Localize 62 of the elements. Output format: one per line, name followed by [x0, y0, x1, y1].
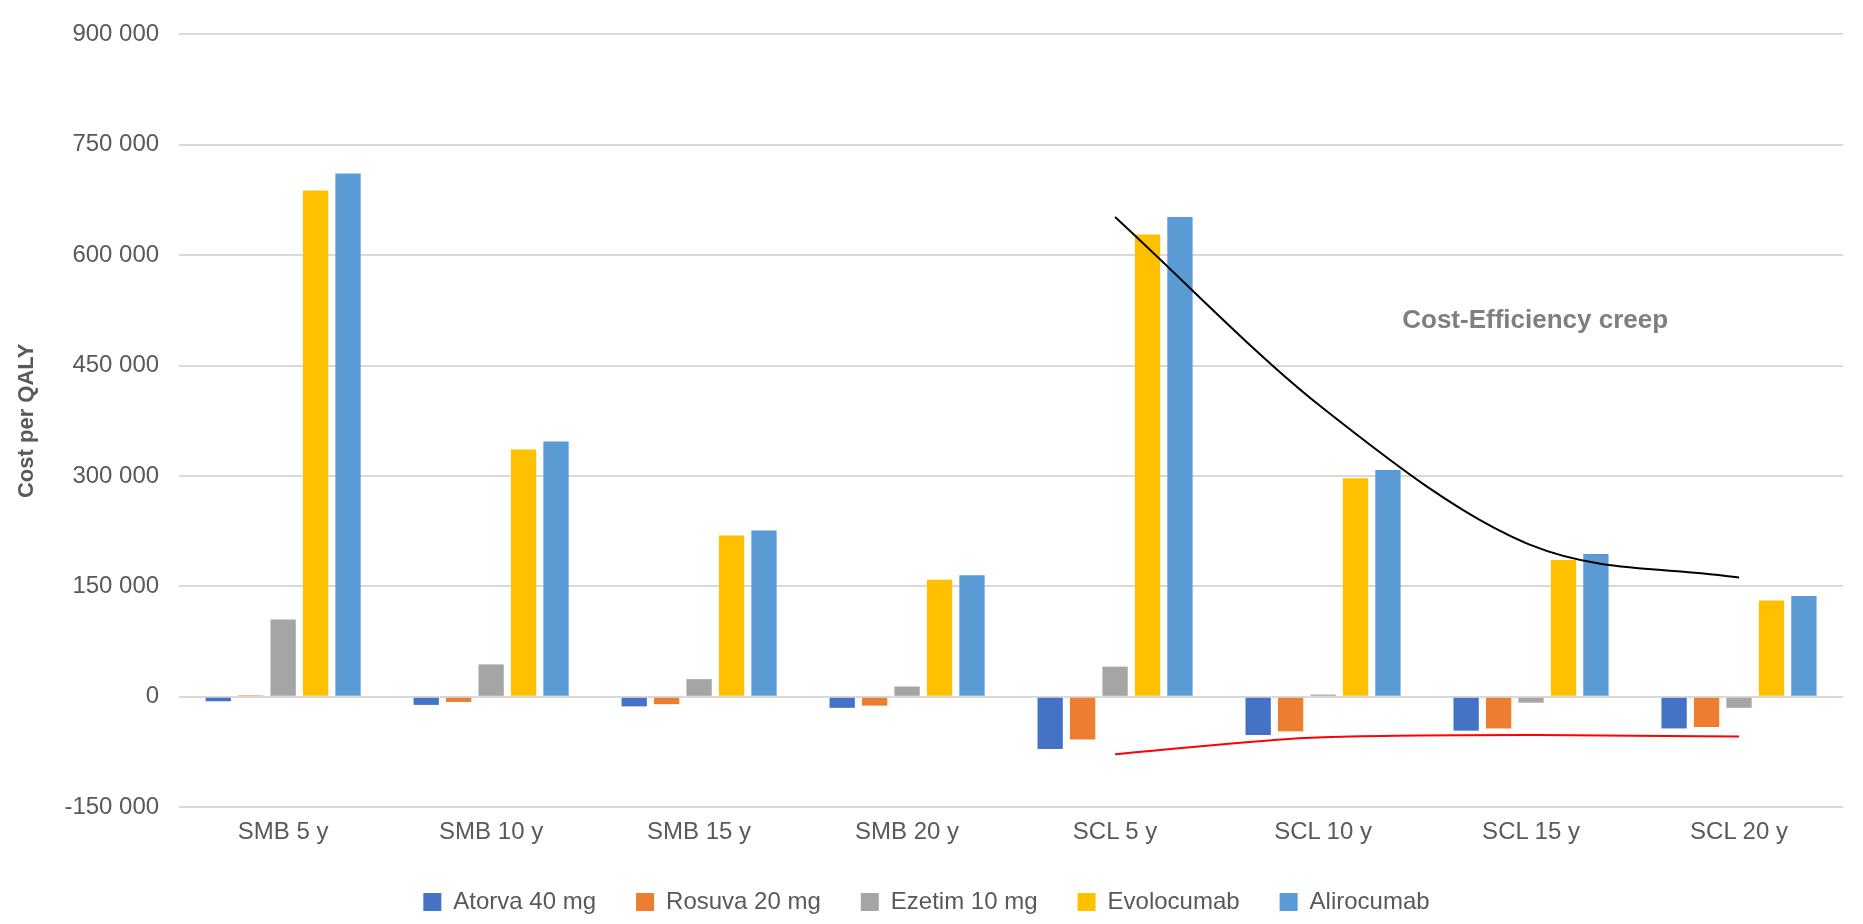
y-tick-label: 300 000 — [72, 460, 160, 488]
bar — [829, 697, 855, 708]
bar — [894, 686, 920, 696]
bar — [543, 441, 569, 696]
y-tick-label: 750 000 — [72, 129, 160, 157]
bar — [335, 173, 361, 696]
x-tick-label: SCL 15 y — [1482, 817, 1580, 845]
bar — [1550, 559, 1577, 696]
x-tick-label: SMB 15 y — [647, 817, 752, 845]
bar — [270, 619, 296, 696]
bar — [1375, 470, 1401, 696]
y-tick-label: 450 000 — [72, 350, 160, 378]
bar — [1583, 554, 1609, 696]
y-tick-label: 150 000 — [72, 571, 160, 599]
bar — [654, 697, 680, 705]
bar — [510, 449, 537, 696]
x-tick-label: SCL 10 y — [1274, 817, 1372, 845]
y-tick-label: 600 000 — [72, 239, 160, 267]
legend-label: Atorva 40 mg — [453, 886, 597, 914]
bar — [1518, 697, 1544, 703]
bar — [1277, 697, 1304, 732]
bar — [1342, 478, 1369, 696]
line-series — [1114, 215, 1741, 579]
bar — [1102, 666, 1128, 696]
bar — [1485, 697, 1512, 729]
legend-label: Rosuva 20 mg — [666, 886, 821, 914]
legend-label: Alirocumab — [1309, 886, 1430, 914]
x-tick-label: SMB 20 y — [855, 817, 960, 845]
annotation: Cost-Efficiency creep — [1402, 303, 1669, 334]
x-tick-label: SCL 5 y — [1072, 817, 1158, 845]
y-tick-label: 0 — [145, 681, 160, 709]
bar — [1069, 697, 1096, 740]
y-tick-label: -150 000 — [64, 791, 160, 819]
bar — [1134, 234, 1161, 696]
x-tick-label: SCL 20 y — [1690, 817, 1788, 845]
bar — [1726, 697, 1752, 708]
bar — [621, 697, 647, 707]
bar — [1245, 697, 1271, 736]
bar — [446, 697, 472, 702]
bar — [686, 679, 712, 696]
bar — [1167, 216, 1193, 696]
x-tick-label: SMB 10 y — [439, 817, 544, 845]
bar — [959, 575, 985, 696]
bar — [1693, 697, 1720, 727]
line-series — [1114, 734, 1741, 756]
bar — [302, 190, 329, 696]
bar — [926, 579, 953, 696]
legend-label: Ezetim 10 mg — [890, 886, 1038, 914]
bar — [478, 664, 504, 696]
legend-label: Evolocumab — [1107, 886, 1240, 914]
bar — [1661, 697, 1687, 729]
bar — [718, 535, 745, 696]
bar — [413, 697, 439, 705]
bar — [1758, 600, 1785, 696]
bar — [1037, 697, 1063, 750]
x-tick-label: SMB 5 y — [237, 817, 329, 845]
bar — [861, 697, 888, 706]
y-tick-label: 900 000 — [72, 19, 160, 47]
bar — [1453, 697, 1479, 731]
bar — [1791, 595, 1817, 696]
bar — [751, 530, 777, 696]
y-axis-title: Cost per QALY — [13, 343, 39, 499]
